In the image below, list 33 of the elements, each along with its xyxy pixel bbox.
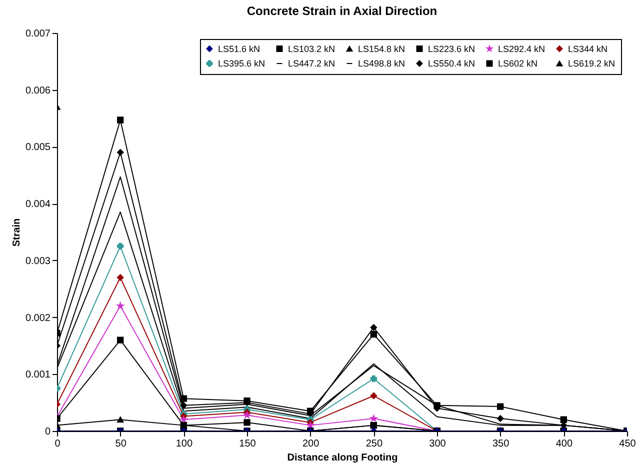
x-tick-label: 350 (492, 438, 510, 450)
legend-label: LS223.6 kN (428, 44, 476, 54)
x-tick-label: 100 (176, 438, 193, 450)
legend-label: LS344 kN (568, 44, 608, 54)
y-tick-label: 0.007 (25, 28, 51, 40)
x-tick-label: 450 (619, 438, 636, 450)
y-axis-title: Strain (11, 218, 22, 247)
y-tick-label: 0.001 (25, 370, 51, 381)
legend-label: LS447.2 kN (288, 58, 336, 68)
x-tick-label: 250 (366, 438, 383, 450)
chart-title: Concrete Strain in Axial Direction (246, 4, 438, 18)
legend-label: LS292.4 kN (498, 44, 546, 54)
y-tick-label: 0.004 (25, 199, 51, 210)
y-tick-label: 0.005 (25, 142, 51, 154)
x-tick-label: 300 (429, 438, 446, 450)
legend-label: LS103.2 kN (288, 44, 336, 54)
x-tick-label: 0 (54, 438, 61, 450)
x-tick-label: 200 (302, 438, 320, 450)
legend-label: LS602 kN (498, 58, 538, 68)
legend-label: LS550.4 kN (428, 58, 476, 68)
legend-label: LS395.6 kN (218, 58, 266, 68)
legend-label: LS498.8 kN (358, 58, 406, 68)
x-tick-label: 50 (115, 438, 127, 450)
x-tick-label: 400 (556, 438, 573, 450)
y-tick-label: 0.002 (25, 312, 51, 324)
y-tick-label: 0.006 (25, 85, 51, 96)
legend-label: LS619.2 kN (568, 58, 616, 68)
y-tick-label: 0 (44, 426, 51, 438)
legend-label: LS154.8 kN (358, 44, 406, 54)
x-axis-title: Distance along Footing (287, 452, 398, 464)
y-tick-label: 0.003 (25, 256, 51, 267)
legend-label: LS51.6 kN (218, 44, 260, 54)
x-tick-label: 150 (239, 438, 256, 450)
